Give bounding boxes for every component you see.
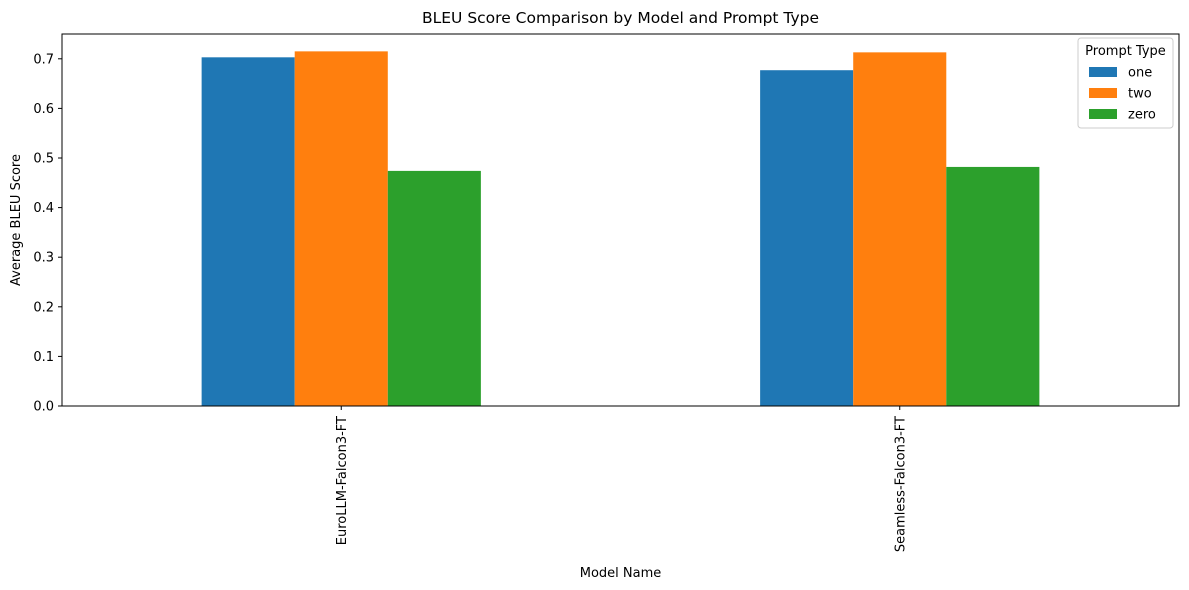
legend: Prompt Type one two zero (1077, 37, 1174, 129)
bar-one-0 (201, 57, 295, 406)
chart-title: BLEU Score Comparison by Model and Promp… (422, 9, 819, 27)
legend-title: Prompt Type (1085, 44, 1166, 59)
legend-swatch-two (1089, 88, 1117, 98)
y-tick-label: 0.3 (33, 251, 54, 266)
y-tick-label: 0.5 (33, 152, 54, 167)
legend-label-two: two (1128, 87, 1152, 102)
plot-area-frame (61, 33, 1180, 407)
legend-frame (1077, 37, 1174, 129)
y-tick-label: 0.2 (33, 300, 54, 315)
bar-two-0 (294, 51, 388, 407)
bar-two-1 (853, 52, 947, 407)
legend-items: one two zero (1089, 66, 1156, 123)
bar-zero-1 (946, 166, 1040, 406)
x-axis: EuroLLM-Falcon3-FT Seamless-Falcon3-FT (335, 406, 908, 552)
legend-swatch-zero (1089, 109, 1117, 119)
x-tick-label: EuroLLM-Falcon3-FT (335, 416, 350, 545)
bar-zero-0 (387, 170, 481, 406)
x-tick-label: Seamless-Falcon3-FT (893, 416, 908, 552)
y-tick-label: 0.7 (33, 52, 54, 67)
y-axis: 0.0 0.1 0.2 0.3 0.4 0.5 0.6 0.7 (33, 52, 62, 415)
x-axis-label: Model Name (580, 566, 662, 581)
bars-group (201, 51, 1040, 407)
bar-one-1 (760, 70, 854, 406)
legend-label-zero: zero (1128, 108, 1156, 123)
y-tick-label: 0.1 (33, 350, 54, 365)
legend-swatch-one (1089, 67, 1117, 77)
y-axis-label: Average BLEU Score (9, 154, 24, 286)
y-tick-label: 0.6 (33, 102, 54, 117)
y-tick-label: 0.4 (33, 201, 54, 216)
legend-label-one: one (1128, 66, 1152, 81)
y-tick-label: 0.0 (33, 400, 54, 415)
